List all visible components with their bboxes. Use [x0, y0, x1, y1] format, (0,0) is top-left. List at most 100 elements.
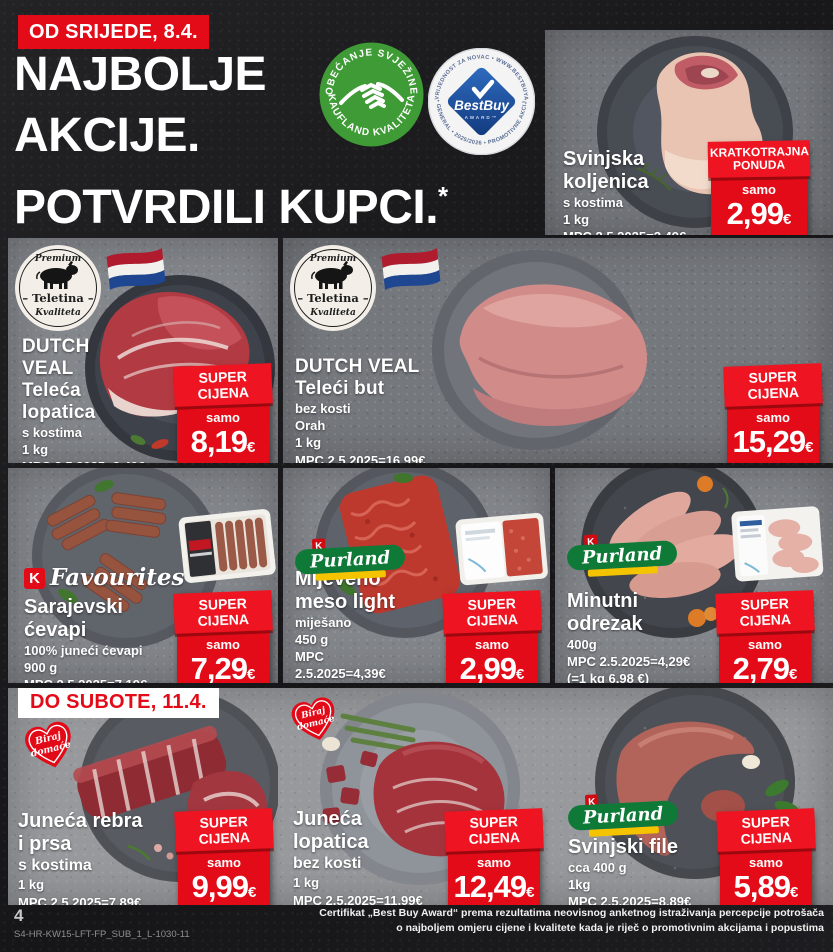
- product-name: DUTCH: [22, 336, 90, 357]
- offer-samo-label: samo: [742, 181, 776, 197]
- offer-badge-title: SUPER CIJENA: [442, 590, 542, 635]
- product-name: bez kosti: [293, 854, 362, 872]
- product-card-teleci-but: Premium – Teletina – Kvaliteta DUTCH VEA…: [283, 238, 833, 463]
- checkmark-icon: [471, 79, 495, 100]
- print-code: S4-HR-KW15-LFT-FP_SUB_1_L-1030-11: [14, 929, 190, 940]
- biraj-domace-heart-badge: Biraj domaće: [25, 721, 72, 768]
- product-detail: bez kosti: [295, 401, 351, 417]
- product-detail: 1 kg: [295, 435, 322, 451]
- product-mpc: MPC 2.5.2025=11,99€: [293, 892, 423, 905]
- offer-price: 2,79€: [732, 651, 798, 683]
- purland-brand: Purland: [581, 803, 664, 828]
- teletina-premium-label: Premium: [34, 254, 81, 264]
- product-unit-price: (=1 kg 6,98 €): [567, 670, 650, 683]
- product-detail: 1 kg: [22, 442, 49, 458]
- offer-samo-label: samo: [475, 637, 509, 653]
- product-photo-cevapi: [32, 468, 276, 648]
- offer-price: 12,49€: [453, 869, 535, 905]
- bestbuy-award-label: AWARD™: [465, 115, 499, 120]
- offer-badge-title: SUPER CIJENA: [723, 363, 823, 408]
- kaufland-k-logo: K: [587, 537, 596, 548]
- product-mpc: MPC 2.5.2025=2,49€: [563, 228, 713, 235]
- favourites-brand: Favourites: [50, 564, 185, 591]
- price-badge: SUPER CIJENA samo 2,79€: [715, 590, 815, 683]
- teletina-premium-label: Premium: [309, 254, 356, 264]
- product-detail: 1 kg: [18, 877, 45, 893]
- product-name: Juneća: [293, 808, 362, 830]
- valid-until-badge: DO SUBOTE, 11.4.: [18, 688, 219, 718]
- price-badge: SUPER CIJENA samo 9,99€: [174, 808, 274, 905]
- product-name: Svinjska: [563, 148, 645, 170]
- purland-brand: Purland: [580, 543, 663, 568]
- product-detail: s kostima: [18, 856, 92, 874]
- offer-price: 9,99€: [191, 869, 257, 905]
- meat: [46, 492, 167, 612]
- product-detail: 1 kg: [563, 211, 590, 227]
- product-name: meso light: [295, 590, 396, 613]
- kaufland-k-logo: K: [315, 541, 324, 552]
- price-badge: SUPER CIJENA samo 2,99€: [442, 590, 542, 683]
- certificate-note-line2: o najboljem omjeru cijene i kvalitete ka…: [396, 922, 824, 935]
- teletina-premium-badge: Premium – Teletina – Kvaliteta: [290, 245, 376, 331]
- offer-samo-label: samo: [756, 410, 790, 426]
- offer-badge-title: SUPER CIJENA: [173, 363, 273, 408]
- offer-badge-title: SUPER CIJENA: [715, 590, 815, 635]
- teletina-name: – Teletina –: [22, 291, 93, 305]
- product-detail: 1kg: [568, 876, 591, 892]
- cow-icon: [311, 261, 353, 289]
- asterisk: *: [438, 181, 448, 211]
- offer-samo-label: samo: [206, 637, 240, 653]
- page-title: NAJBOLJE AKCIJE. POTVRDILI KUPCI.*: [14, 44, 448, 238]
- offer-badge-title: KRATKOTRAJNA PONUDA: [707, 140, 811, 178]
- product-name: Teleći but: [295, 378, 385, 400]
- price-badge: SUPER CIJENA samo 12,49€: [444, 808, 544, 905]
- bestbuy-name: BestBuy: [454, 98, 510, 113]
- offer-badge-title: SUPER CIJENA: [444, 808, 544, 853]
- product-mpc: MPC 2.5.2025=7,19€: [24, 676, 189, 683]
- product-detail: cca 400 g: [568, 859, 627, 875]
- tray: [455, 512, 548, 586]
- offer-badge-title: SUPER CIJENA: [173, 590, 273, 635]
- product-name: koljenica: [563, 170, 649, 193]
- product-name: lopatica: [293, 830, 369, 853]
- offer-badge-title: SUPER CIJENA: [174, 808, 274, 853]
- price-badge: KRATKOTRAJNA PONUDA samo 2,99€: [707, 140, 811, 235]
- handshake-icon: [339, 82, 404, 109]
- product-mpc: MPC: [295, 648, 324, 664]
- product-detail: 1 kg: [293, 875, 320, 891]
- product-name: DUTCH VEAL: [295, 356, 420, 377]
- product-detail: s kostima: [22, 425, 82, 441]
- teletina-premium-badge: Premium – Teletina – Kvaliteta: [15, 245, 101, 331]
- product-photo-teleci-but: [432, 250, 648, 450]
- price-badge: SUPER CIJENA samo 15,29€: [723, 363, 823, 463]
- price-badge: SUPER CIJENA samo 8,19€: [173, 363, 273, 463]
- product-mpc: 2.5.2025=4,39€: [295, 666, 386, 682]
- tray: [731, 506, 824, 582]
- offer-price: 8,19€: [190, 424, 256, 460]
- certificate-note: Certifikat „Best Buy Award“ prema rezult…: [319, 906, 824, 936]
- offer-samo-label: samo: [206, 410, 240, 426]
- cow-icon: [36, 261, 78, 289]
- product-name: odrezak: [567, 612, 643, 635]
- teletina-name: – Teletina –: [297, 291, 368, 305]
- dutch-flag-icon: [381, 248, 441, 290]
- product-name: Minutni: [567, 590, 639, 612]
- product-name: i prsa: [18, 832, 72, 855]
- bestbuy-award-badge: NAJBOLJA VRIJEDNOST ZA NOVAC • WWW.BESTB…: [428, 48, 535, 155]
- headline-line2: AKCIJE.: [14, 109, 200, 162]
- price-badge: SUPER CIJENA samo 5,89€: [716, 808, 816, 905]
- kaufland-k-logo: K: [588, 797, 597, 808]
- product-detail: 900 g: [24, 659, 58, 675]
- product-mpc: MPC 2.5.2025=7,89€: [18, 894, 142, 905]
- biraj-domace-heart-badge: Biraj domaće: [291, 697, 336, 740]
- product-card-mljeveno-meso: K Purland Mljeveno meso light miješano 4…: [283, 468, 550, 683]
- purland-logo: K Purland: [567, 534, 677, 577]
- purland-logo: K Purland: [295, 538, 405, 581]
- offer-samo-label: samo: [748, 637, 782, 653]
- offer-price: 15,29€: [732, 424, 814, 460]
- valid-from-badge: OD SRIJEDE, 8.4.: [18, 15, 209, 49]
- offer-samo-label: samo: [749, 855, 783, 871]
- dutch-flag-icon: [106, 248, 166, 290]
- freshness-promise-badge: OBEĆANJE SVJEŽINE KAUFLAND KVALITETA: [319, 42, 424, 147]
- product-name: Juneća rebra: [18, 810, 143, 832]
